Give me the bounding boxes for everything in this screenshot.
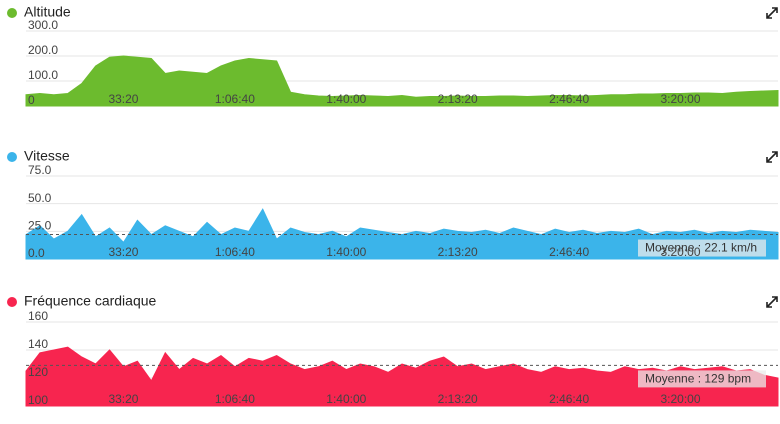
annotation: Moyenne : 22.1 km/h (645, 241, 757, 255)
chart-title: Vitesse (24, 148, 70, 164)
x-tick-label: 2:13:20 (438, 92, 478, 106)
x-tick-label: 3:20:00 (660, 92, 700, 106)
area (25, 208, 779, 260)
y-tick-label: 50.0 (28, 191, 52, 205)
y-tick-label: 120 (28, 365, 48, 379)
x-tick-label: 3:20:00 (660, 392, 700, 406)
x-tick-label: 33:20 (108, 392, 138, 406)
y-tick-label: 100 (28, 393, 48, 407)
x-tick-label: 1:40:00 (326, 245, 366, 259)
chart-title: Fréquence cardiaque (24, 293, 157, 309)
x-tick-label: 1:40:00 (326, 92, 366, 106)
area (25, 346, 779, 407)
y-tick-label: 100.0 (28, 68, 58, 82)
x-tick-label: 3:20:00 (660, 245, 700, 259)
x-tick-label: 2:46:40 (549, 245, 589, 259)
x-tick-label: 1:06:40 (215, 92, 255, 106)
expand-icon[interactable] (766, 7, 778, 308)
y-tick-label: 0.0 (28, 246, 45, 260)
x-tick-label: 2:46:40 (549, 92, 589, 106)
x-tick-label: 2:46:40 (549, 392, 589, 406)
y-tick-label: 200.0 (28, 43, 58, 57)
x-tick-label: 33:20 (108, 245, 138, 259)
chart-title: Altitude (24, 4, 71, 20)
x-tick-label: 1:06:40 (215, 392, 255, 406)
y-tick-label: 0 (28, 93, 35, 107)
annotation-box (638, 239, 766, 257)
y-tick-label: 75.0 (28, 163, 52, 177)
y-tick-label: 140 (28, 337, 48, 351)
x-tick-label: 1:40:00 (326, 392, 366, 406)
y-tick-label: 160 (28, 309, 48, 323)
x-tick-label: 1:06:40 (215, 245, 255, 259)
x-tick-label: 2:13:20 (438, 392, 478, 406)
y-tick-label: 300.0 (28, 18, 58, 32)
annotation-box (638, 370, 766, 388)
x-tick-label: 2:13:20 (438, 245, 478, 259)
legend-dot (7, 8, 17, 18)
x-tick-label: 33:20 (108, 92, 138, 106)
y-tick-label: 25.0 (28, 219, 52, 233)
legend-dot (7, 297, 17, 307)
annotation: Moyenne : 129 bpm (645, 372, 751, 386)
area (25, 55, 779, 107)
legend-dot (7, 152, 17, 162)
